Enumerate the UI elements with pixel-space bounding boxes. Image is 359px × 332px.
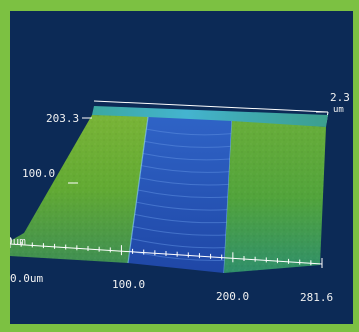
- surface-left-texture: [10, 115, 148, 263]
- z-tick-label: 2.3: [330, 91, 350, 104]
- z-unit-label: um: [333, 105, 344, 115]
- surface-plot-area: 203.3 100.0 0um 0.0um 100.0 200.0 281.6 …: [10, 11, 353, 324]
- trench-ridge: [136, 201, 228, 211]
- y-tick-label-origin: 0um: [10, 235, 26, 248]
- trench-ridge: [137, 189, 229, 199]
- trench-left-wall: [127, 116, 149, 264]
- back-edge-line: [93, 100, 329, 113]
- trench-ridge: [144, 140, 231, 148]
- x-tick-label-200: 200.0: [216, 290, 249, 303]
- x-tick-label-end: 281.6: [300, 291, 333, 304]
- trench-ridges: [129, 128, 232, 261]
- x-tick-label-origin: 0.0um: [10, 272, 43, 285]
- surface-right-texture: [224, 121, 326, 273]
- trench-ridge: [141, 165, 230, 173]
- surface-plot: 203.3 100.0 0um 0.0um 100.0 200.0 281.6 …: [10, 91, 350, 304]
- trench-ridge: [131, 238, 226, 249]
- trench-ridge: [139, 177, 229, 186]
- y-tick-label-top: 203.3: [46, 112, 79, 125]
- surface-back-strip: [92, 106, 328, 127]
- trench-ridge: [142, 153, 231, 161]
- trench-ridge: [134, 213, 227, 224]
- x-tick-label-100: 100.0: [112, 278, 145, 291]
- y-tick-label-mid: 100.0: [22, 167, 55, 180]
- trench-ridge: [132, 226, 227, 236]
- x-axis-minor-ticks: [10, 238, 323, 268]
- trench-ridge: [129, 250, 225, 261]
- trench-ridge: [146, 128, 232, 136]
